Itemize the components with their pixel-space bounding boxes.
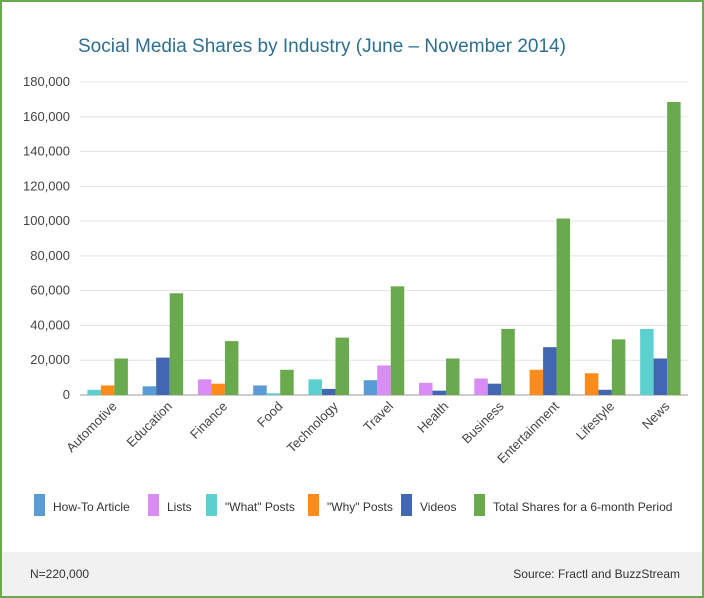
bar [377,365,391,395]
x-tick-label: Travel [360,398,396,434]
x-tick-label: Automotive [63,399,120,456]
bar [363,380,378,395]
x-tick-label: News [639,398,673,432]
bar [100,385,115,395]
legend-label: Total Shares for a 6-month Period [493,500,672,514]
x-tick-label: Technology [284,398,341,455]
source-label: Source: Fractl and BuzzStream [513,567,680,581]
legend-label: Lists [167,500,192,514]
x-tick-label: Business [459,398,507,446]
bar [474,378,488,395]
legend-swatch [148,494,159,516]
legend-label: "What" Posts [225,500,295,514]
bar [266,393,281,395]
bar [446,358,460,395]
y-tick-label: 180,000 [23,74,70,89]
chart-title: Social Media Shares by Industry (June – … [78,36,566,57]
y-tick-label: 60,000 [30,283,70,298]
legend-swatch [474,494,485,516]
bar [156,357,170,395]
bar [280,369,294,395]
y-tick-label: 100,000 [23,213,70,228]
legend-label: "Why" Posts [327,500,393,514]
bar [211,383,225,395]
bar [419,382,433,395]
y-tick-label: 20,000 [30,352,70,367]
bar [169,293,184,395]
bar [321,388,336,395]
legend-swatch [206,494,217,516]
bar [529,369,544,395]
bar [556,218,571,395]
sample-size-label: N=220,000 [30,567,90,581]
x-tick-label: Lifestyle [573,399,617,443]
bar [611,339,626,395]
bar [87,389,101,395]
bar-chart: 0 20,000 40,000 60,000 80,000 100,000 120,000 1… [23,74,688,516]
x-tick-label: Finance [187,399,230,442]
y-tick-label: 160,000 [23,109,70,124]
bar [584,373,599,395]
bar [390,286,405,395]
bar [335,337,349,395]
bar [432,390,447,395]
x-tick-label: Food [254,399,286,431]
y-tick-label: 40,000 [30,317,70,332]
legend-swatch [401,494,412,516]
bar [501,328,515,395]
legend-swatch [34,494,45,516]
bar [197,379,212,395]
bar [598,389,612,395]
y-tick-label: 140,000 [23,144,70,159]
legend-label: Videos [420,500,456,514]
bar [640,328,654,395]
legend-swatch [308,494,319,516]
x-tick-label: Education [124,399,175,450]
y-tick-label: 120,000 [23,178,70,193]
bar [308,379,322,395]
bar [667,101,681,395]
y-tick-label: 80,000 [30,248,70,263]
bar [653,358,668,395]
bar [114,358,128,395]
bar [543,347,557,395]
bar [487,383,502,395]
y-tick-label: 0 [63,387,70,402]
bar [142,386,157,395]
bar [253,385,267,395]
chart-footer: N=220,000 Source: Fractl and BuzzStream [2,552,702,596]
x-tick-label: Health [414,399,451,436]
bar [224,341,239,395]
legend-label: How-To Article [53,500,130,514]
